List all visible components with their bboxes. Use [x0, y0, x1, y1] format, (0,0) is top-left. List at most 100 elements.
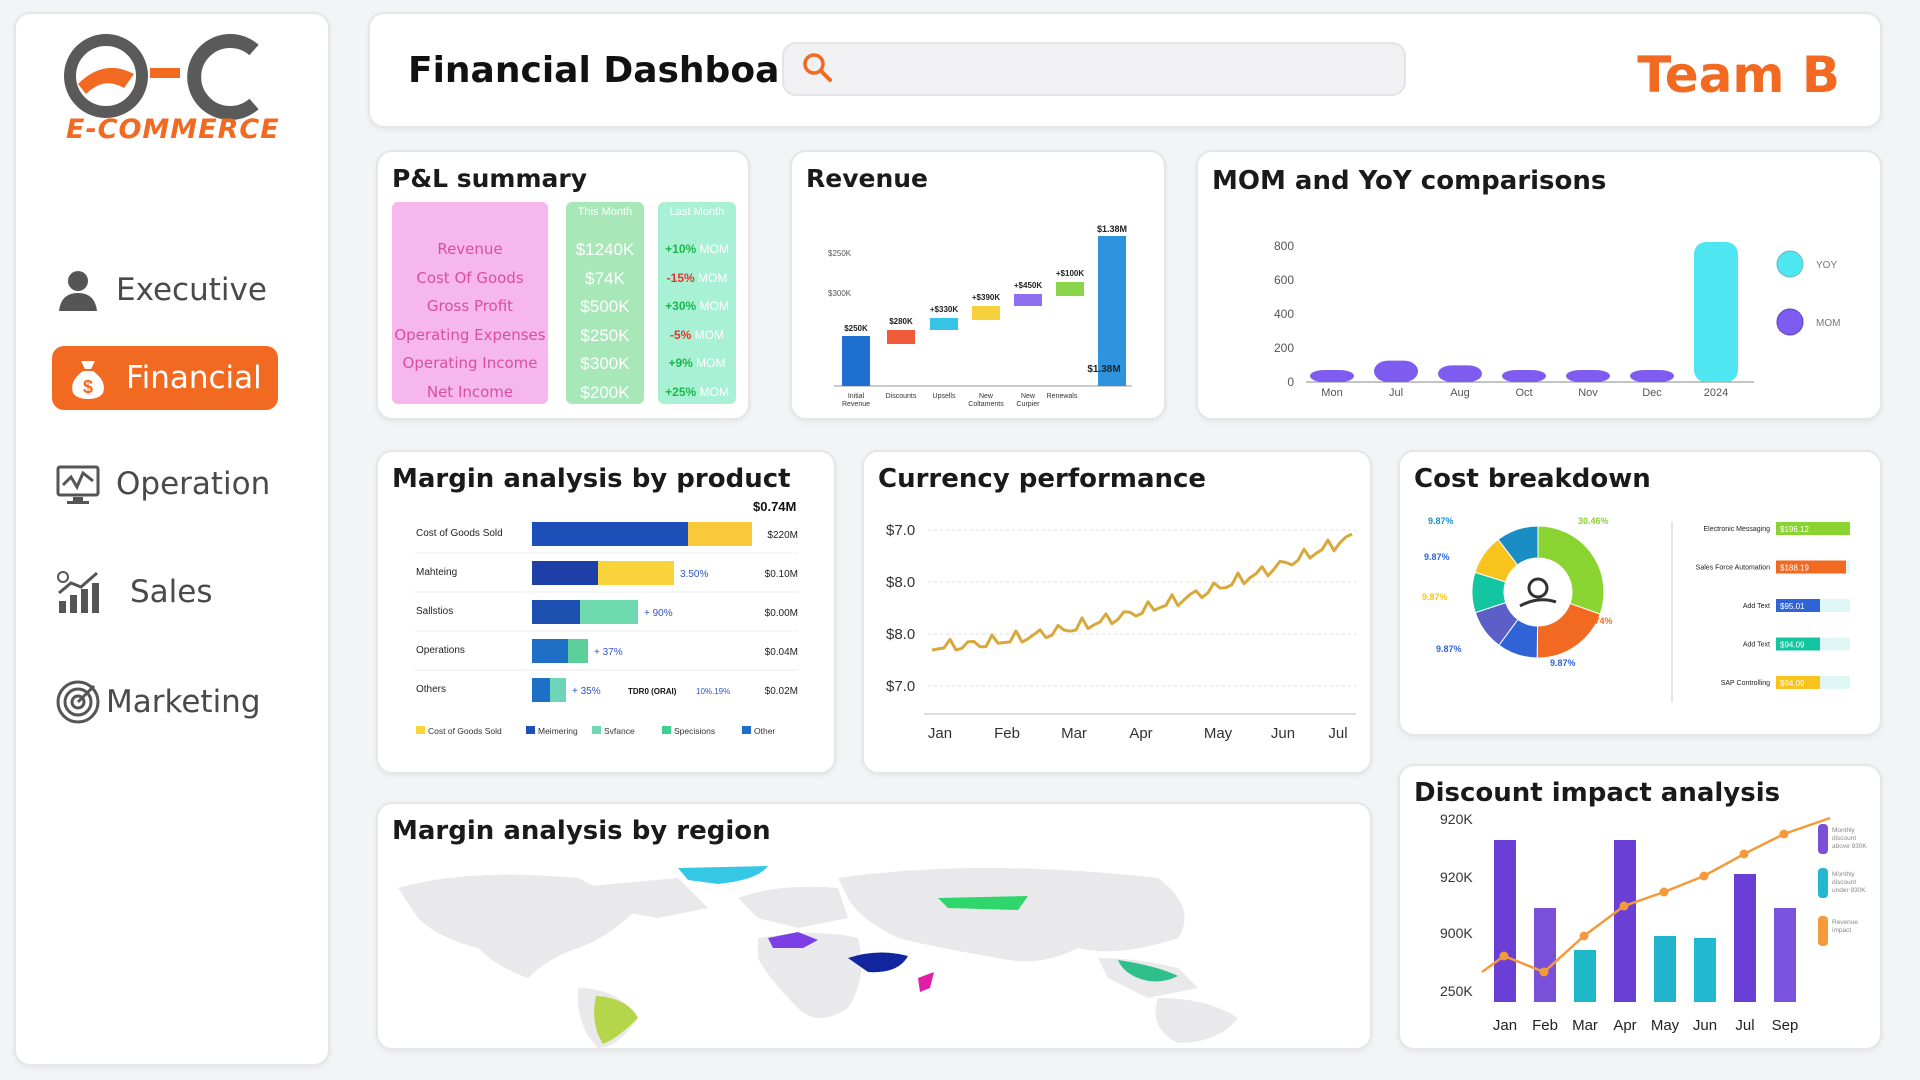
row-value: $220M	[767, 530, 798, 541]
row-label: Others	[416, 684, 446, 695]
card-title: Cost breakdown	[1414, 464, 1651, 494]
pl-row-change: -5% MOM	[669, 327, 724, 342]
legend-swatch	[1776, 308, 1804, 336]
sidebar-item-sales[interactable]: Sales	[52, 560, 288, 624]
gear-icon	[1527, 577, 1549, 599]
pl-row-label: Gross Profit	[426, 297, 514, 315]
card-title: Revenue	[806, 164, 929, 193]
bar-label: Sales Force Automation	[1696, 565, 1770, 572]
legend-label: Meimering	[538, 726, 578, 736]
y-tick-label: 400	[1274, 307, 1294, 321]
row-label: Sallstios	[416, 606, 453, 617]
mom-bar	[1566, 370, 1610, 382]
y-tick-label: $7.0	[886, 522, 915, 539]
legend-swatch	[1818, 824, 1828, 854]
discount-impact-card: Discount impact analysis 920K 920K 900K 250…	[1398, 764, 1882, 1050]
legend-label: Revenue	[1832, 919, 1858, 926]
mom-yoy-chart: 0 200 400 600 800 Mon Jul Aug Oct Nov Dec 2024 YOY MO…	[1274, 239, 1840, 399]
x-tick-label: Dec	[1642, 387, 1662, 399]
pl-row-value: $1240K	[575, 240, 635, 259]
logo-text: E-COMMERCE	[66, 114, 280, 145]
revenue-point	[1699, 871, 1709, 881]
product-bar	[532, 678, 550, 702]
slice-label: 9.87%	[1428, 516, 1454, 526]
product-bar	[532, 639, 568, 663]
legend-label: MOM	[1816, 318, 1840, 329]
y-tick-label: 200	[1274, 341, 1294, 355]
x-tick-label: Oct	[1515, 387, 1532, 399]
bar-label: +$100K	[1056, 269, 1084, 278]
slice-label: 9.87%	[1550, 658, 1576, 668]
x-tick-label: Mon	[1321, 387, 1342, 399]
discount-bar	[1774, 908, 1796, 1002]
sidebar-item-financial[interactable]: $ Financial	[52, 346, 278, 410]
row-value: $0.00M	[765, 608, 798, 619]
search-box[interactable]	[782, 42, 1406, 96]
pl-row-change: -15% MOM	[666, 270, 728, 285]
sidebar-item-label: Marketing	[106, 684, 261, 720]
card-title: Discount impact analysis	[1414, 778, 1781, 808]
slice-label: 9.87%	[1436, 644, 1462, 654]
card-title: Currency performance	[878, 464, 1207, 494]
pl-row-change: +9% MOM	[668, 356, 726, 370]
pl-row-value: $300K	[580, 354, 630, 373]
cost-bar	[1776, 522, 1850, 535]
bar-label: +$390K	[972, 293, 1000, 302]
cost-breakdown-card: Cost breakdown 30.46% 19.74% 9.87% 9.87% 9.8…	[1398, 450, 1882, 736]
sidebar-item-label: Operation	[116, 466, 271, 502]
slice-label: 9.87%	[1422, 592, 1448, 602]
bar-value: $94.09	[1780, 679, 1805, 688]
discount-bar	[1694, 938, 1716, 1002]
bar-label: $1.38M	[1087, 364, 1120, 375]
sidebar-item-marketing[interactable]: Marketing	[52, 670, 288, 734]
x-tick-label: Sep	[1772, 1017, 1799, 1034]
bar-label: Add Text	[1743, 603, 1770, 610]
sidebar-item-executive[interactable]: Executive	[52, 258, 288, 322]
legend-label: impact	[1832, 927, 1851, 934]
product-bar	[580, 600, 638, 624]
waterfall-bar	[930, 318, 958, 330]
legend-swatch	[662, 726, 671, 734]
y-tick-label: 920K	[1440, 869, 1473, 885]
cost-bar	[1776, 599, 1820, 612]
x-tick-label: Mar	[1572, 1017, 1598, 1034]
legend-label: Monthly	[1832, 871, 1856, 878]
sidebar: E-COMMERCE Executive $ Financial Operati…	[14, 12, 330, 1066]
x-tick-label: Nov	[1578, 387, 1598, 399]
sidebar-item-label: Financial	[126, 360, 262, 396]
product-bar	[550, 678, 566, 702]
sidebar-item-operation[interactable]: Operation	[52, 452, 288, 516]
y-tick-label: 600	[1274, 273, 1294, 287]
cost-breakdown-chart: 30.46% 19.74% 9.87% 9.87% 9.87% 9.87% 9.87% Ele…	[1422, 516, 1850, 702]
revenue-point	[1499, 951, 1509, 961]
search-input[interactable]	[844, 58, 1404, 80]
target-icon	[52, 676, 104, 728]
x-tick-label: Jul	[1735, 1017, 1754, 1034]
pl-header-last-month: Last Month	[669, 206, 725, 218]
pie-slice	[1497, 525, 1539, 566]
search-icon[interactable]	[800, 50, 834, 89]
pl-row-label: Operating Expenses	[394, 325, 546, 344]
x-tick-label: Upsells	[933, 393, 956, 400]
pl-row-label: Revenue	[437, 240, 503, 258]
bar-label: +$450K	[1014, 281, 1042, 290]
bar-label: SAP Controlling	[1721, 680, 1770, 687]
y-tick-label: $7.0	[886, 678, 915, 695]
x-tick-label: Curpier	[1017, 401, 1041, 408]
cost-bar	[1776, 676, 1820, 689]
x-tick-label: Jun	[1271, 725, 1295, 742]
x-tick-label: Renewals	[1047, 393, 1078, 400]
region-south-america	[594, 996, 638, 1044]
pl-header-this-month: This Month	[577, 206, 633, 218]
discount-bar	[1614, 840, 1636, 1002]
pl-row-change: +25% MOM	[665, 384, 729, 399]
bar-label: $250K	[844, 324, 868, 333]
bar-value: $95.01	[1780, 602, 1805, 611]
pl-row-change: +30% MOM	[665, 299, 729, 313]
x-tick-label: Jul	[1328, 725, 1347, 742]
x-tick-label: New	[1021, 393, 1036, 400]
legend-label: under 930K	[1832, 887, 1866, 894]
legend-swatch	[1818, 916, 1828, 946]
x-tick-label: Apr	[1129, 725, 1152, 742]
legend-label: Specisions	[674, 726, 715, 736]
